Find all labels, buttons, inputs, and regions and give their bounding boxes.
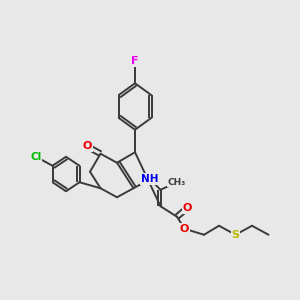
Text: O: O — [82, 141, 92, 151]
Text: CH₃: CH₃ — [168, 178, 186, 187]
Text: NH: NH — [141, 174, 159, 184]
Text: F: F — [131, 56, 139, 66]
Text: O: O — [180, 224, 189, 234]
Text: O: O — [183, 203, 192, 213]
Text: S: S — [232, 230, 239, 240]
Text: Cl: Cl — [30, 152, 42, 162]
